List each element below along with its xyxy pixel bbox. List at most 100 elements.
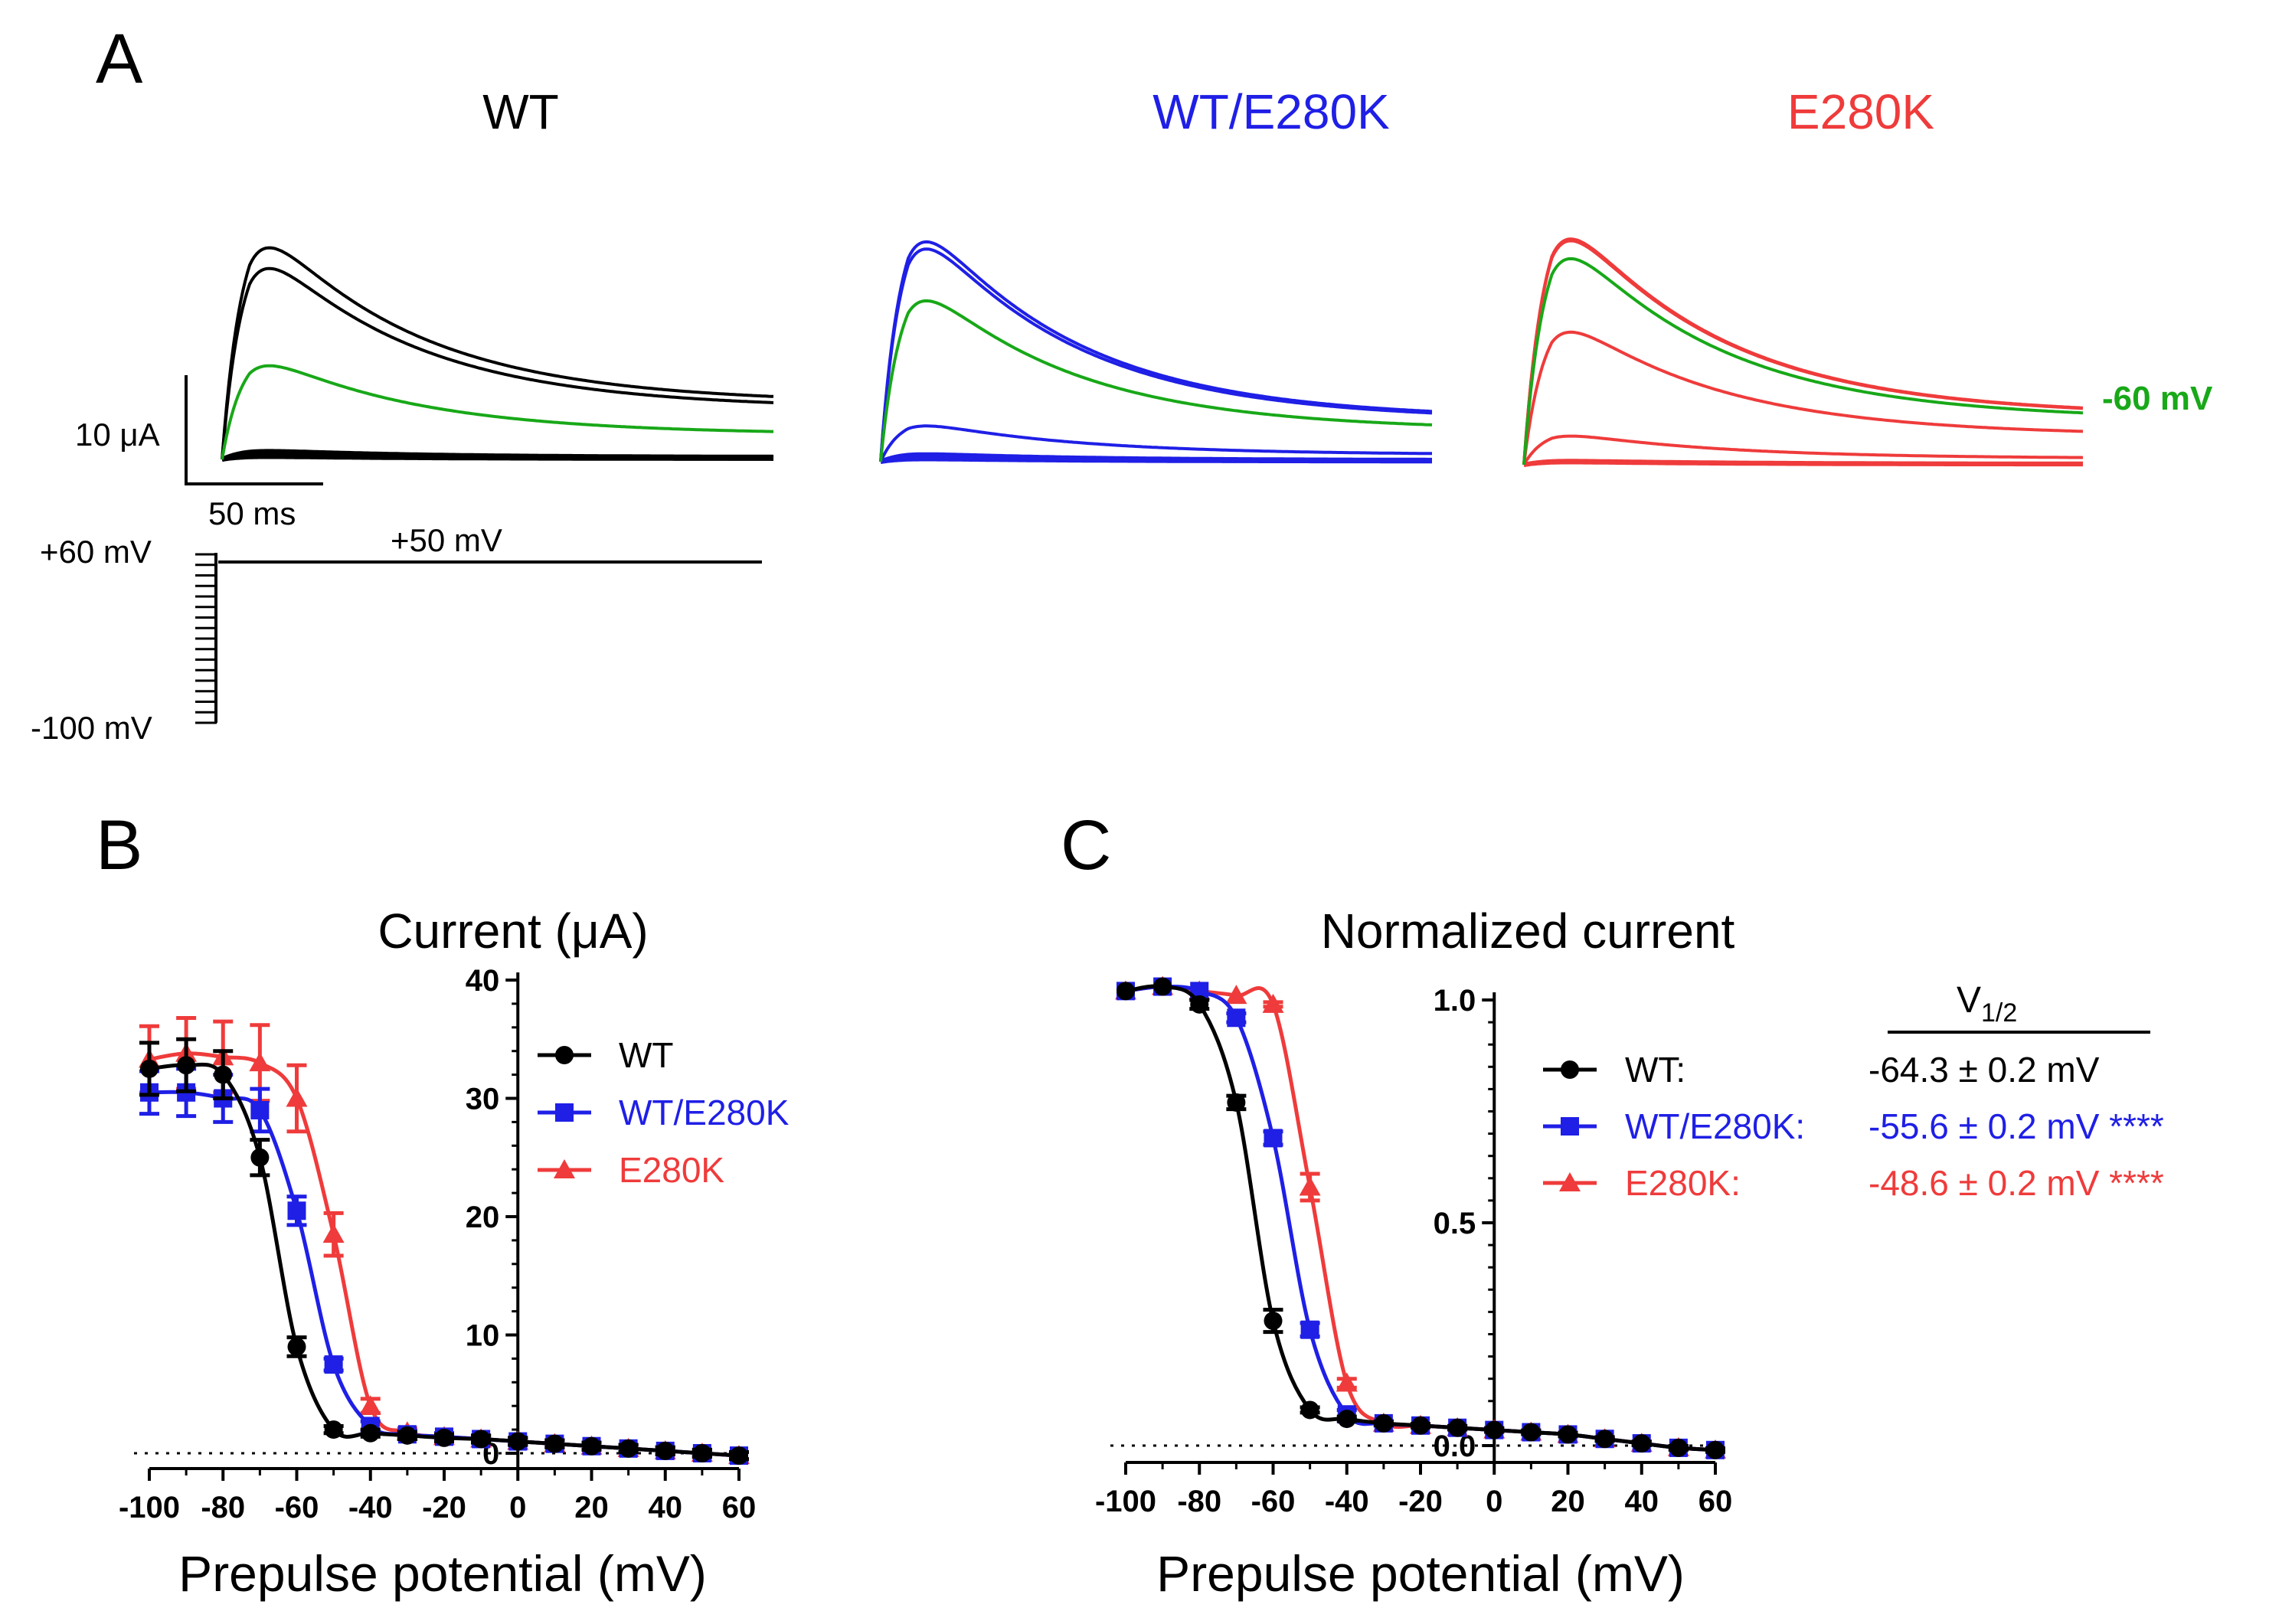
legend-b-e280k-marker	[554, 1159, 575, 1178]
data-point-wt	[1595, 1430, 1614, 1449]
legend-c-wt-v-half: -64.3 ± 0.2 mV	[1868, 1050, 2100, 1090]
trace-wt-e280k-highlight-sweep	[879, 299, 1433, 462]
data-point-wt	[730, 1446, 748, 1466]
x-tick-label: 40	[649, 1491, 683, 1524]
protocol-high-label: +60 mV	[40, 534, 152, 570]
trace-wt-sweep-1	[221, 266, 774, 460]
scale-bar-current-label: 10 μA	[75, 417, 160, 453]
x-tick-label: 0	[509, 1491, 526, 1524]
y-tick-label: 40	[466, 964, 500, 998]
current-traces	[221, 237, 2084, 467]
data-point-wt	[1264, 1312, 1283, 1331]
x-tick-label: 40	[1625, 1485, 1659, 1518]
trace-e280k-sweep-2	[1522, 330, 2084, 466]
panel-b-x-axis-title: Prepulse potential (mV)	[178, 1545, 707, 1602]
data-point-wt	[1227, 1093, 1246, 1112]
data-point-wt	[1632, 1434, 1651, 1453]
data-point-e280k	[1225, 985, 1247, 1005]
legend-c-e280k-marker	[1559, 1172, 1581, 1191]
panel-c-title: Normalized current	[1321, 903, 1735, 959]
legend-b-wt-label: WT	[619, 1035, 674, 1075]
trace-wt-e280k-sweep-0	[879, 240, 1433, 462]
legend-c-e280k-label: E280K:	[1625, 1163, 1741, 1203]
data-point-wt	[1117, 982, 1135, 1001]
data-point-wt	[324, 1420, 343, 1439]
data-point-wt-e280k	[1300, 1320, 1319, 1339]
legend-c-wt-e280k-label: WT/E280K:	[1625, 1106, 1805, 1146]
y-tick-label: 30	[466, 1083, 500, 1116]
legend-c-wt-e280k-v-half: -55.6 ± 0.2 mV ****	[1868, 1106, 2164, 1146]
x-tick-label: -40	[348, 1491, 393, 1524]
trace-e280k-sweep-1	[1522, 239, 2084, 466]
data-point-wt	[1706, 1440, 1725, 1459]
x-tick-label: -60	[275, 1491, 319, 1524]
trace-wt-sweep-5	[221, 454, 774, 462]
trace-e280k-sweep-0	[1522, 237, 2084, 466]
legend-c-wt-marker	[1561, 1060, 1579, 1079]
data-point-wt	[1558, 1425, 1578, 1444]
x-tick-label: 0	[1486, 1485, 1502, 1518]
panel-c-x-axis-title: Prepulse potential (mV)	[1156, 1545, 1685, 1602]
legend-c-e280k-v-half: -48.6 ± 0.2 mV ****	[1868, 1163, 2164, 1203]
data-point-wt-e280k	[1264, 1129, 1283, 1148]
data-point-wt	[1669, 1438, 1688, 1457]
data-point-wt	[656, 1441, 675, 1460]
data-point-e280k	[1299, 1176, 1321, 1196]
trace-wt-e280k-sweep-2	[879, 424, 1432, 462]
legend-c-wt-label: WT:	[1625, 1050, 1685, 1090]
data-point-wt	[1411, 1416, 1430, 1435]
legend-b-wt-marker	[555, 1046, 574, 1064]
data-point-e280k	[1336, 1372, 1358, 1392]
trace-title-wt-e280k: WT/E280K	[1152, 84, 1389, 139]
protocol-low-label: -100 mV	[31, 710, 152, 746]
data-point-wt	[397, 1426, 417, 1445]
data-point-wt	[508, 1432, 528, 1451]
data-point-wt	[1522, 1423, 1541, 1442]
panel-b-legend: WT WT/E280K E280K	[538, 1035, 790, 1190]
x-tick-label: 60	[1698, 1485, 1733, 1518]
y-tick-label: 10	[466, 1319, 500, 1353]
x-tick-label: 20	[1551, 1485, 1585, 1518]
data-point-wt	[545, 1434, 564, 1453]
x-tick-label: -40	[1325, 1485, 1369, 1518]
x-tick-label: -100	[1095, 1485, 1156, 1518]
data-point-wt	[1485, 1420, 1504, 1439]
fit-curve-wt-e280k	[149, 1090, 740, 1458]
trace-e280k-highlight-sweep	[1522, 257, 2084, 466]
data-point-wt-e280k	[1227, 1008, 1246, 1028]
data-point-e280k	[286, 1087, 308, 1107]
trace-e280k-sweep-5	[1523, 459, 2083, 467]
data-point-wt	[1337, 1410, 1356, 1429]
trace-wt-e280k-sweep-1	[879, 247, 1433, 462]
legend-b-wt-e280k-label: WT/E280K	[619, 1093, 790, 1132]
data-point-wt-e280k	[250, 1100, 270, 1119]
protocol-test-label: +50 mV	[391, 522, 502, 558]
panel-c-plot: 0.00.51.0-100 -80 -60 -40 -20 0 20 40 60	[1095, 975, 1733, 1518]
x-tick-label: -100	[119, 1491, 180, 1524]
v-half-header-base: V	[1957, 980, 1981, 1021]
data-point-e280k	[322, 1224, 345, 1243]
scale-bar-time-label: 50 ms	[208, 495, 296, 531]
x-tick-label: -80	[201, 1491, 245, 1524]
voltage-protocol: +60 mV -100 mV +50 mV	[31, 522, 762, 746]
data-point-e280k	[1262, 993, 1284, 1013]
data-point-wt-e280k	[324, 1355, 343, 1374]
data-point-e280k	[359, 1395, 381, 1415]
data-point-wt	[1448, 1418, 1467, 1437]
data-point-wt	[692, 1444, 711, 1462]
data-point-wt	[1300, 1400, 1319, 1420]
scale-bar: 10 μA 50 ms	[75, 375, 323, 531]
y-tick-label: 0.5	[1434, 1207, 1476, 1240]
legend-b-e280k-label: E280K	[619, 1150, 724, 1190]
data-point-wt	[472, 1430, 491, 1449]
panel-b-title: Current (μA)	[378, 903, 648, 959]
x-tick-label: -80	[1177, 1485, 1221, 1518]
x-tick-label: -20	[422, 1491, 466, 1524]
data-point-e280k	[249, 1052, 271, 1072]
legend-b-wt-e280k-marker	[555, 1103, 574, 1122]
data-point-wt	[582, 1436, 601, 1456]
data-point-wt	[1153, 977, 1172, 996]
data-point-wt	[619, 1439, 638, 1458]
